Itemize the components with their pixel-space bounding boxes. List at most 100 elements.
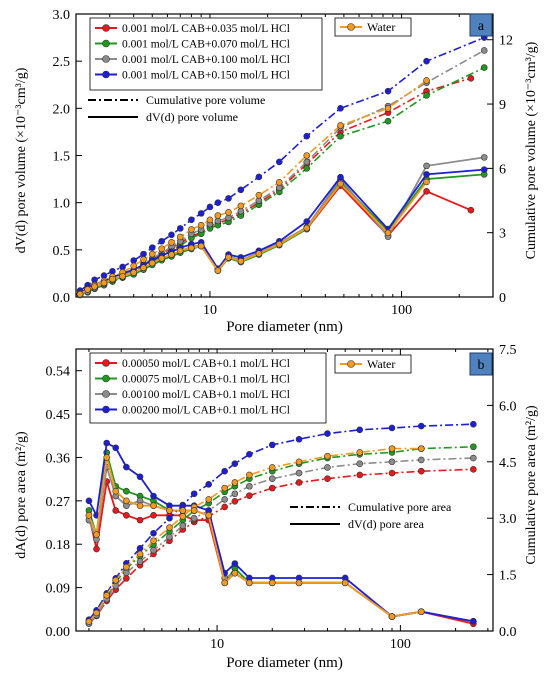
differential-point	[237, 257, 245, 265]
cumulative-point	[188, 216, 195, 224]
cumulative-point	[337, 105, 344, 112]
cumulative-point	[384, 87, 392, 95]
cumulative-point	[246, 471, 253, 479]
differential-point	[91, 283, 98, 290]
cumulative-point	[470, 420, 477, 428]
differential-point	[423, 171, 430, 178]
legend-entry: 0.00050 mol/L CAB+0.1 mol/L HCl	[122, 358, 290, 370]
legend-water-marker	[347, 360, 355, 368]
cumulative-point	[384, 105, 392, 112]
cumulative-point	[388, 469, 396, 477]
y-left-tick-label: 1.0	[53, 197, 71, 212]
y-left-tick-label: 0.00	[46, 625, 71, 640]
cumulative-point	[295, 469, 303, 477]
cumulative-point	[225, 209, 232, 216]
cumulative-point	[136, 558, 144, 565]
cumulative-point	[417, 456, 425, 464]
cumulative-point	[275, 178, 283, 186]
differential-point	[123, 512, 130, 519]
differential-point	[93, 545, 100, 553]
cumulative-point	[423, 77, 430, 84]
legend-swatch-marker	[102, 39, 110, 48]
cumulative-point	[384, 117, 392, 125]
differential-point	[130, 269, 137, 276]
cumulative-point	[470, 466, 477, 473]
y-right-tick-label: 7.5	[499, 343, 517, 358]
differential-point	[85, 512, 93, 519]
cumulative-point	[158, 237, 165, 245]
cumulative-point	[148, 250, 156, 258]
differential-point	[168, 251, 175, 258]
cumulative-point	[166, 514, 173, 522]
cumulative-point	[480, 47, 488, 54]
differential-point	[190, 507, 198, 514]
cumulative-point	[324, 452, 331, 460]
differential-line	[88, 441, 474, 623]
legend-entry: 0.00100 mol/L CAB+0.1 mol/L HCl	[122, 389, 290, 401]
cumulative-point	[268, 475, 276, 483]
differential-point	[103, 439, 111, 447]
differential-point	[480, 154, 488, 161]
cumulative-point	[197, 221, 205, 229]
y-left-tick-label: 1.5	[53, 150, 71, 165]
cumulative-point	[388, 458, 396, 466]
cumulative-point	[176, 233, 184, 241]
cumulative-point	[205, 481, 212, 488]
series-4	[76, 77, 430, 298]
y-right-axis-label: Cumulative pore area (m²/g)	[524, 405, 539, 565]
y-right-tick-label: 0.0	[499, 625, 517, 640]
cumulative-point	[337, 132, 344, 140]
y-left-axis-label: dV(d) pore volume (×10⁻³cm³/g)	[14, 67, 29, 253]
y-left-tick-label: 0.45	[46, 408, 71, 423]
y-left-tick-label: 2.5	[53, 55, 71, 70]
cumulative-point	[246, 482, 253, 490]
cumulative-point	[158, 245, 165, 253]
legend-box	[89, 17, 323, 91]
differential-line	[88, 466, 474, 623]
differential-point	[303, 218, 311, 225]
cumulative-point	[246, 450, 253, 458]
cumulative-point	[255, 173, 263, 181]
cumulative-point	[85, 618, 93, 625]
y-left-tick-label: 3.0	[53, 8, 71, 23]
cumulative-point	[214, 212, 222, 219]
differential-point	[100, 279, 108, 287]
differential-point	[150, 492, 157, 500]
differential-point	[166, 507, 173, 514]
differential-point	[303, 224, 311, 232]
x-tick-label: 10	[203, 303, 217, 318]
cumulative-point	[303, 165, 311, 172]
cumulative-point	[112, 576, 120, 584]
y-right-tick-label: 3.0	[499, 512, 517, 527]
cumulative-point	[123, 563, 130, 571]
differential-point	[337, 180, 344, 188]
x-tick-label: 100	[390, 637, 411, 652]
cumulative-point	[246, 492, 253, 499]
cumulative-point	[337, 122, 344, 129]
cumulative-point	[417, 445, 425, 452]
cumulative-point	[417, 422, 425, 430]
differential-point	[341, 579, 349, 587]
cumulative-point	[197, 210, 205, 217]
cumulative-point	[255, 191, 263, 199]
differential-point	[158, 255, 165, 262]
cumulative-point	[168, 231, 175, 239]
differential-point	[480, 166, 488, 173]
legend-style-solid-label: dV(d) pore area	[348, 517, 425, 531]
differential-point	[76, 290, 84, 298]
legend-entry: 0.001 mol/L CAB+0.100 mol/L HCl	[122, 54, 290, 66]
y-right-tick-label: 0	[499, 291, 506, 306]
differential-point	[136, 473, 144, 481]
cumulative-point	[150, 546, 157, 554]
legend-water-label: Water	[367, 20, 395, 34]
y-left-tick-label: 0.54	[46, 365, 71, 380]
y-right-axis-label: Cumulative pore volume (×10⁻³cm³/g)	[524, 41, 539, 259]
cumulative-point	[148, 244, 156, 251]
cumulative-point	[303, 158, 311, 166]
cumulative-point	[231, 479, 239, 486]
differential-point	[136, 516, 144, 524]
panel-a: 10 100 0.0 0.5 1.0 1.5 2.0 2.5 3.0 0 3 6 9 12 Pore dia…	[14, 8, 539, 335]
legend-entry: 0.00200 mol/L CAB+0.1 mol/L HCl	[122, 405, 290, 417]
cumulative-point	[93, 609, 100, 617]
differential-point	[84, 286, 91, 293]
